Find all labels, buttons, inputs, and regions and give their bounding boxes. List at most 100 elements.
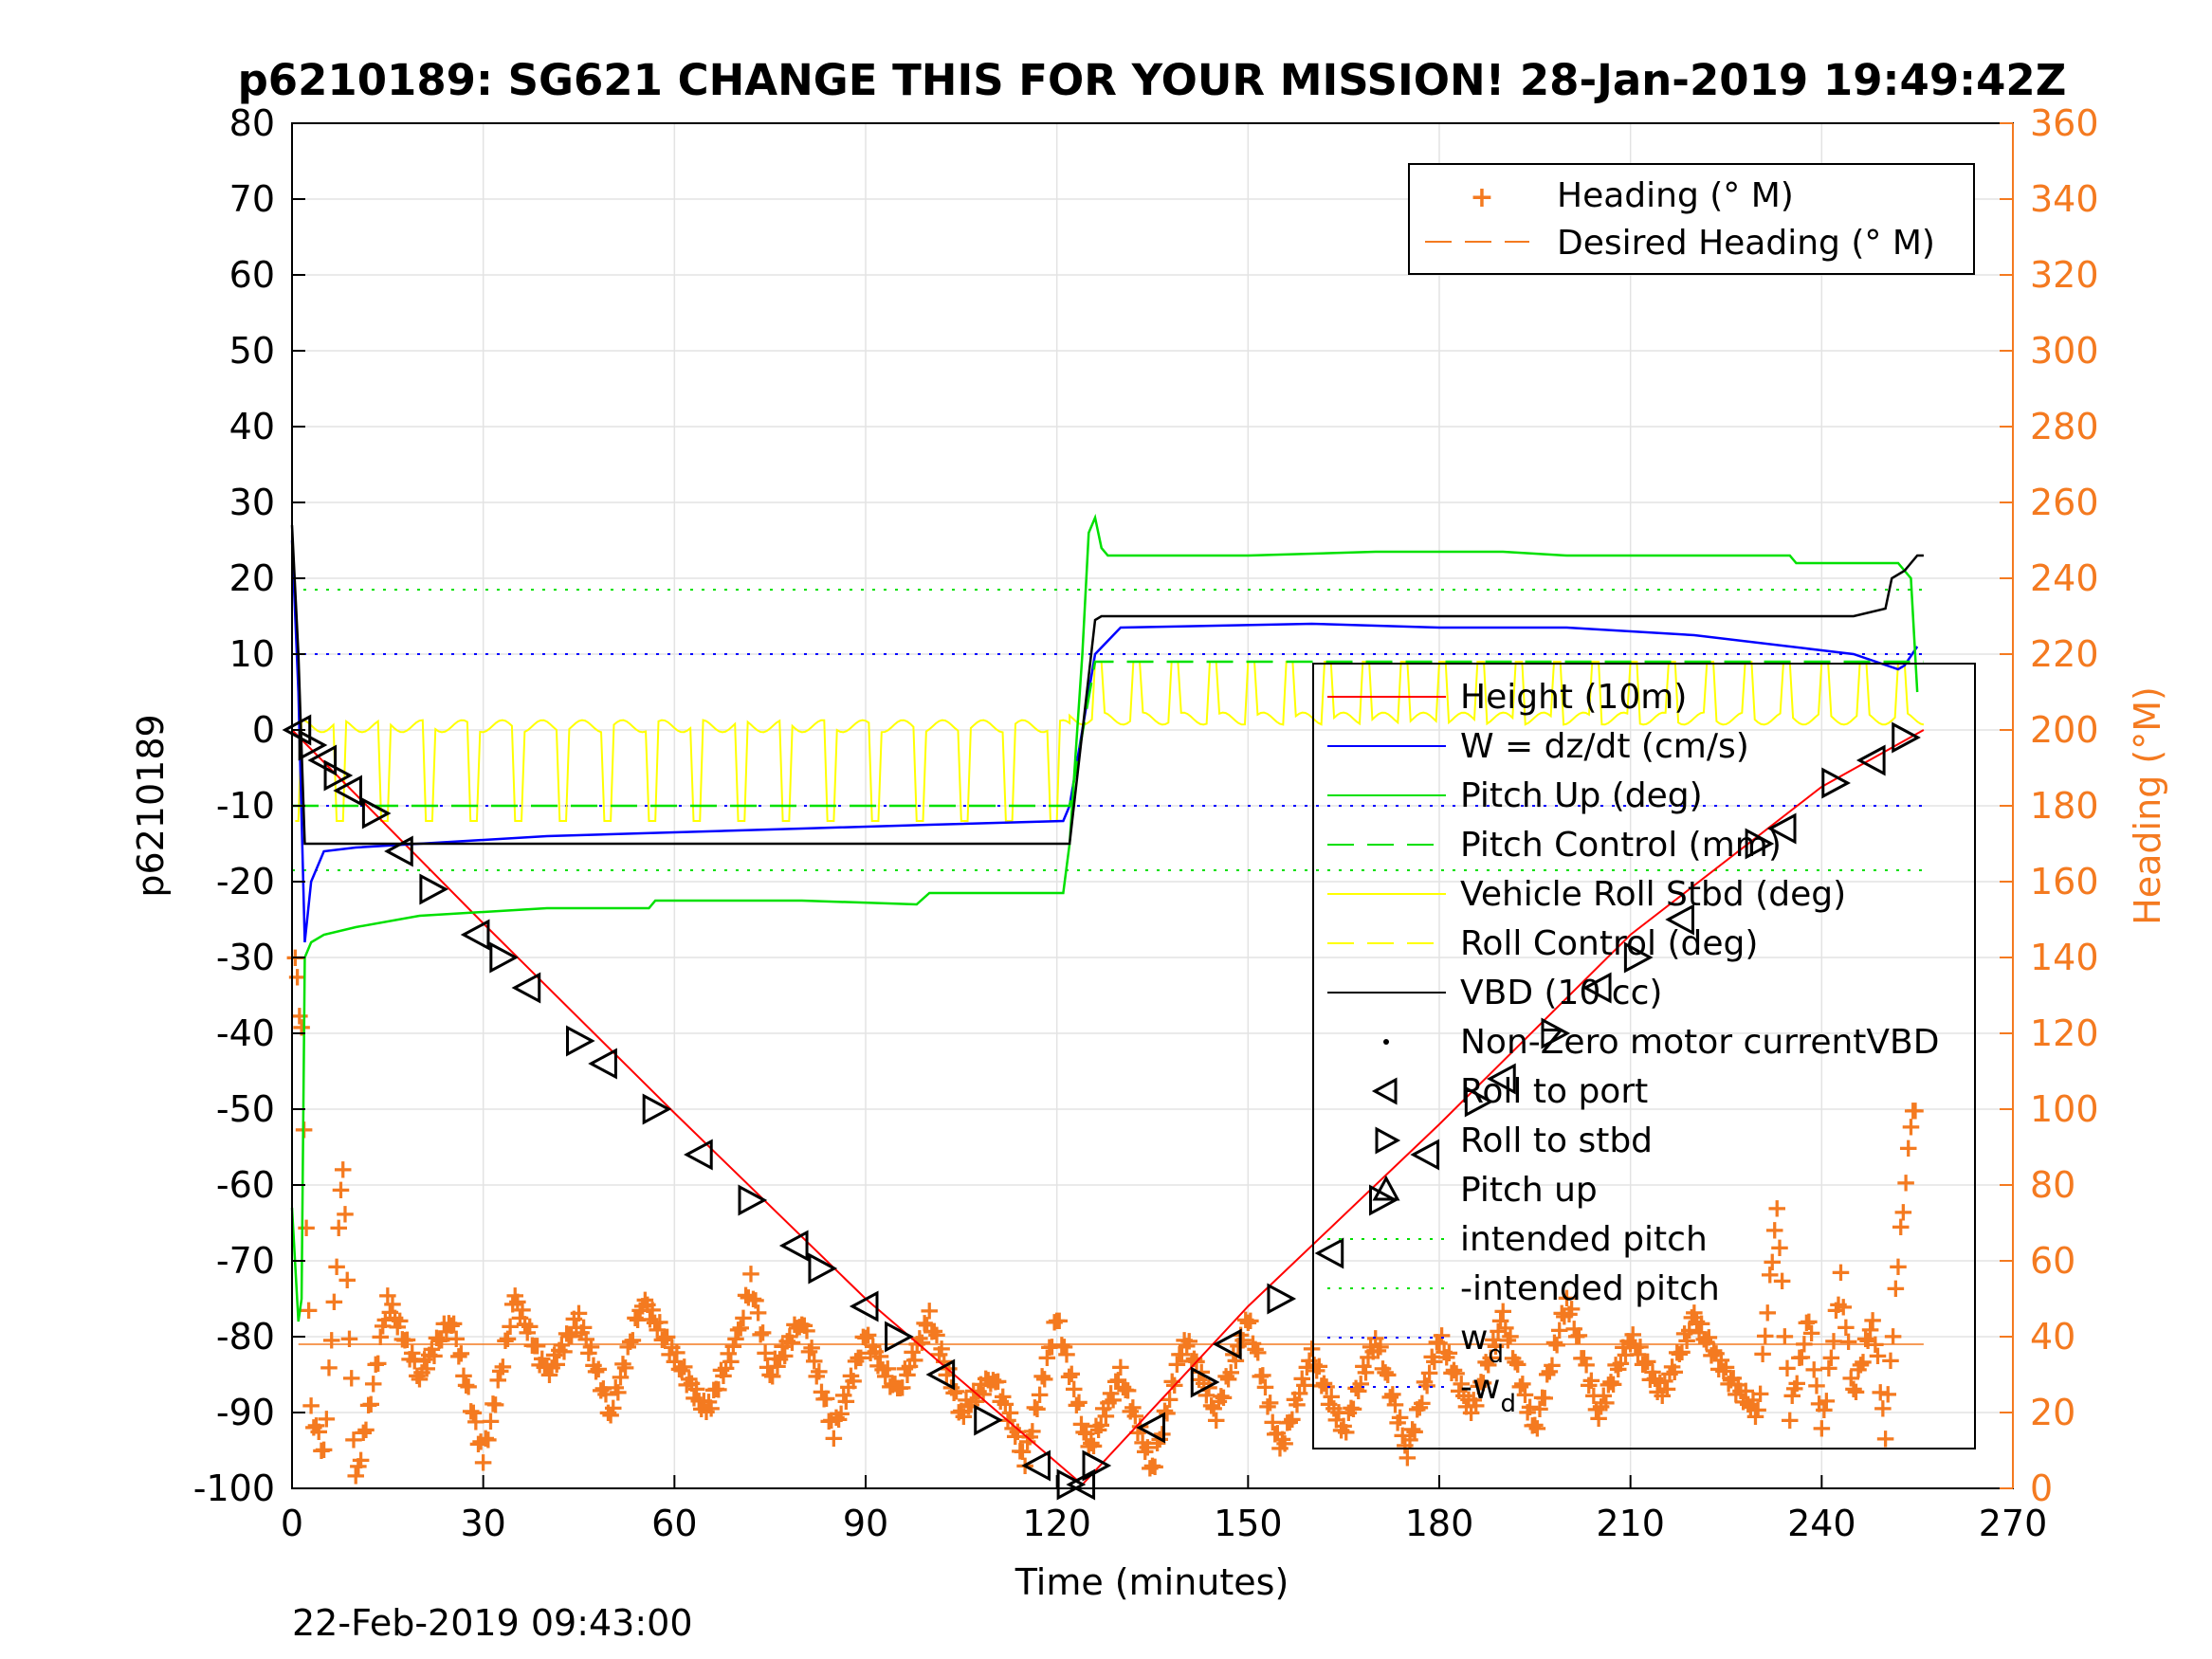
heading-marker: + bbox=[1578, 1369, 1600, 1400]
heading-marker: + bbox=[738, 1281, 759, 1312]
heading-marker: + bbox=[300, 1390, 321, 1421]
heading-marker: + bbox=[313, 1433, 335, 1465]
heading-marker: + bbox=[1095, 1400, 1117, 1431]
heading-marker: + bbox=[1377, 1358, 1398, 1390]
heading-marker: + bbox=[1279, 1406, 1301, 1437]
heading-marker: + bbox=[730, 1311, 752, 1342]
y-tick-label: 50 bbox=[229, 330, 275, 372]
reference-lines bbox=[292, 589, 1924, 1345]
roll-to-port-marker bbox=[460, 919, 490, 951]
heading-marker: + bbox=[1641, 1356, 1663, 1387]
heading-marker: + bbox=[1421, 1340, 1443, 1372]
heading-marker: + bbox=[1840, 1362, 1862, 1394]
heading-marker: + bbox=[967, 1376, 989, 1407]
roll-to-stbd-marker bbox=[1745, 828, 1775, 860]
heading-marker: + bbox=[1046, 1304, 1068, 1336]
heading-marker: + bbox=[1205, 1404, 1227, 1435]
heading-marker: + bbox=[641, 1293, 663, 1324]
roll-to-stbd-marker bbox=[1541, 1017, 1571, 1049]
heading-marker: + bbox=[817, 1405, 839, 1436]
heading-marker: + bbox=[612, 1347, 633, 1378]
x-tick-label: 90 bbox=[843, 1503, 888, 1544]
heading-marker: + bbox=[1827, 1288, 1849, 1320]
heading-marker: + bbox=[610, 1361, 631, 1393]
heading-marker: + bbox=[421, 1333, 443, 1364]
y2-tick-label: 360 bbox=[2030, 102, 2099, 144]
heading-marker: + bbox=[823, 1422, 845, 1453]
heading-marker: + bbox=[1636, 1345, 1658, 1376]
heading-marker: + bbox=[1168, 1338, 1190, 1369]
roll-to-stbd-marker bbox=[489, 941, 519, 974]
heading-marker: + bbox=[1220, 1356, 1242, 1387]
heading-marker: + bbox=[1252, 1359, 1273, 1391]
heading-marker: + bbox=[1545, 1328, 1567, 1359]
heading-marker: + bbox=[526, 1329, 548, 1360]
heading-marker: + bbox=[379, 1296, 401, 1327]
heading-marker: + bbox=[1615, 1339, 1636, 1370]
heading-marker: + bbox=[602, 1392, 624, 1423]
heading-marker: + bbox=[1890, 1211, 1911, 1242]
heading-marker: + bbox=[568, 1297, 590, 1328]
heading-marker: + bbox=[1717, 1367, 1739, 1398]
heading-marker: + bbox=[1332, 1410, 1354, 1441]
heading-marker: + bbox=[1196, 1378, 1217, 1410]
heading-marker: + bbox=[310, 1434, 332, 1466]
heading-marker: + bbox=[1764, 1214, 1785, 1246]
heading-marker: + bbox=[1024, 1391, 1046, 1422]
heading-marker: + bbox=[375, 1304, 396, 1335]
heading-marker: + bbox=[1217, 1362, 1239, 1394]
roll-to-port-marker bbox=[1021, 1449, 1051, 1482]
heading-marker: + bbox=[1021, 1415, 1043, 1447]
heading-marker: + bbox=[732, 1302, 754, 1333]
heading-marker: + bbox=[1686, 1305, 1708, 1337]
heading-marker: + bbox=[1877, 1377, 1899, 1409]
heading-marker: + bbox=[582, 1349, 604, 1380]
heading-marker: + bbox=[1835, 1311, 1856, 1342]
heading-marker: + bbox=[676, 1369, 698, 1400]
heading-marker: + bbox=[978, 1363, 999, 1395]
heading-marker: + bbox=[1344, 1372, 1366, 1403]
heading-marker: + bbox=[350, 1444, 372, 1475]
heading-marker: + bbox=[438, 1306, 460, 1338]
heading-marker: + bbox=[904, 1344, 925, 1376]
heading-marker: + bbox=[759, 1358, 780, 1390]
heading-marker: + bbox=[1791, 1341, 1813, 1373]
heading-marker: + bbox=[320, 1324, 342, 1356]
heading-marker: + bbox=[1575, 1349, 1597, 1380]
heading-marker: + bbox=[1649, 1366, 1671, 1397]
heading-marker: + bbox=[1075, 1417, 1097, 1449]
y-tick-label: 0 bbox=[252, 709, 275, 751]
heading-marker: + bbox=[1692, 1322, 1714, 1354]
heading-marker: + bbox=[1607, 1353, 1629, 1384]
heading-marker: + bbox=[774, 1340, 795, 1371]
heading-marker: + bbox=[1604, 1348, 1626, 1379]
y-tick-label: -60 bbox=[216, 1164, 275, 1206]
heading-marker: + bbox=[573, 1311, 594, 1342]
heading-marker: + bbox=[698, 1386, 720, 1417]
heading-marker: + bbox=[409, 1362, 430, 1394]
heading-marker: + bbox=[1036, 1341, 1058, 1373]
heading-marker: + bbox=[1468, 1370, 1490, 1401]
heading-marker: + bbox=[1568, 1320, 1590, 1351]
heading-marker: + bbox=[987, 1365, 1009, 1396]
roll-to-port-marker bbox=[1665, 903, 1694, 936]
heading-marker: + bbox=[1360, 1330, 1381, 1361]
y-tick-label: -80 bbox=[216, 1316, 275, 1358]
heading-marker: + bbox=[484, 1388, 506, 1419]
heading-marker: + bbox=[1215, 1360, 1236, 1392]
heading-marker: + bbox=[1058, 1360, 1080, 1392]
heading-marker: + bbox=[1592, 1379, 1614, 1411]
heading-marker: + bbox=[1656, 1373, 1678, 1404]
heading-marker: + bbox=[1156, 1396, 1178, 1428]
heading-marker: + bbox=[1698, 1321, 1720, 1352]
heading-marker: + bbox=[1845, 1376, 1867, 1407]
x-tick-label: 180 bbox=[1405, 1503, 1474, 1544]
heading-marker: + bbox=[1107, 1363, 1129, 1395]
heading-marker: + bbox=[1533, 1382, 1555, 1413]
heading-marker: + bbox=[1526, 1413, 1548, 1444]
heading-marker: + bbox=[815, 1382, 837, 1413]
heading-marker: + bbox=[882, 1368, 904, 1399]
heading-marker: + bbox=[1166, 1348, 1188, 1379]
heading-marker: + bbox=[616, 1330, 638, 1361]
heading-marker: + bbox=[1882, 1320, 1904, 1351]
